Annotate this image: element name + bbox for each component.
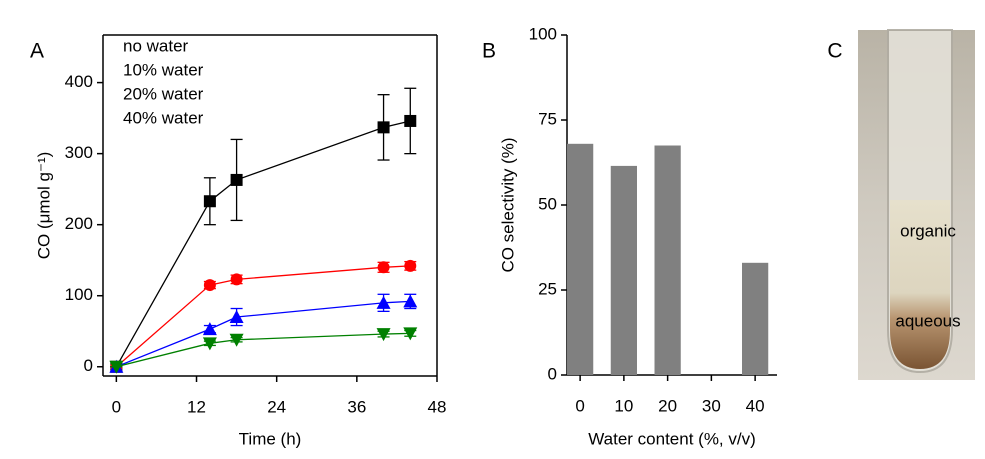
- marker: [403, 294, 418, 308]
- series-line: [115, 265, 411, 368]
- y-tick-label: 25: [538, 279, 557, 298]
- series-line: [116, 300, 411, 368]
- bar: [654, 145, 681, 375]
- series-line: [115, 120, 411, 368]
- x-tick-label: 0: [575, 396, 584, 415]
- x-tick-label: 24: [267, 397, 286, 416]
- marker: [202, 337, 217, 351]
- marker: [203, 195, 216, 208]
- y-tick-label: 100: [529, 24, 557, 43]
- panel-label: A: [30, 40, 44, 63]
- legend-label: 40% water: [123, 108, 204, 127]
- series-line: [116, 332, 411, 368]
- annotation: aqueous: [895, 311, 960, 330]
- marker: [109, 360, 124, 374]
- x-tick-label: 48: [428, 397, 447, 416]
- bar: [567, 143, 594, 375]
- x-tick-label: 10: [614, 396, 633, 415]
- bar: [610, 165, 637, 375]
- y-tick-label: 50: [538, 194, 557, 213]
- legend-label: 10% water: [123, 60, 204, 79]
- marker: [230, 273, 243, 286]
- marker: [229, 333, 244, 347]
- marker: [403, 327, 418, 341]
- x-tick-label: 20: [658, 396, 677, 415]
- x-tick-label: 12: [187, 397, 206, 416]
- photo-panel: C organic aqueous: [827, 29, 975, 380]
- marker: [376, 295, 391, 309]
- marker: [230, 173, 243, 186]
- marker: [376, 328, 391, 342]
- y-axis-label: CO (μmol g⁻¹): [34, 152, 53, 260]
- x-axis-label: Time (h): [239, 429, 302, 448]
- y-tick-label: 400: [65, 72, 93, 91]
- annotation: organic: [900, 221, 956, 240]
- marker: [404, 259, 417, 272]
- legend-label: 20% water: [123, 84, 204, 103]
- legend-label: no water: [123, 36, 189, 55]
- bar: [742, 262, 769, 375]
- liquid: [890, 200, 950, 369]
- marker: [203, 279, 216, 292]
- y-tick-label: 200: [65, 214, 93, 233]
- y-tick-label: 75: [538, 109, 557, 128]
- y-tick-label: 300: [65, 143, 93, 162]
- y-axis-label: CO selectivity (%): [498, 137, 517, 272]
- marker: [229, 310, 244, 324]
- marker: [202, 322, 217, 336]
- panel-label: B: [482, 40, 496, 63]
- y-tick-label: 100: [65, 285, 93, 304]
- x-tick-label: 36: [347, 397, 366, 416]
- panel-label: C: [827, 40, 842, 63]
- marker: [404, 114, 417, 127]
- x-tick-label: 40: [746, 396, 765, 415]
- y-tick-label: 0: [84, 356, 93, 375]
- marker: [377, 121, 390, 134]
- x-tick-label: 30: [702, 396, 721, 415]
- marker: [377, 261, 390, 274]
- x-axis-label: Water content (%, v/v): [588, 429, 756, 448]
- x-tick-label: 0: [112, 397, 121, 416]
- y-tick-label: 0: [548, 364, 557, 383]
